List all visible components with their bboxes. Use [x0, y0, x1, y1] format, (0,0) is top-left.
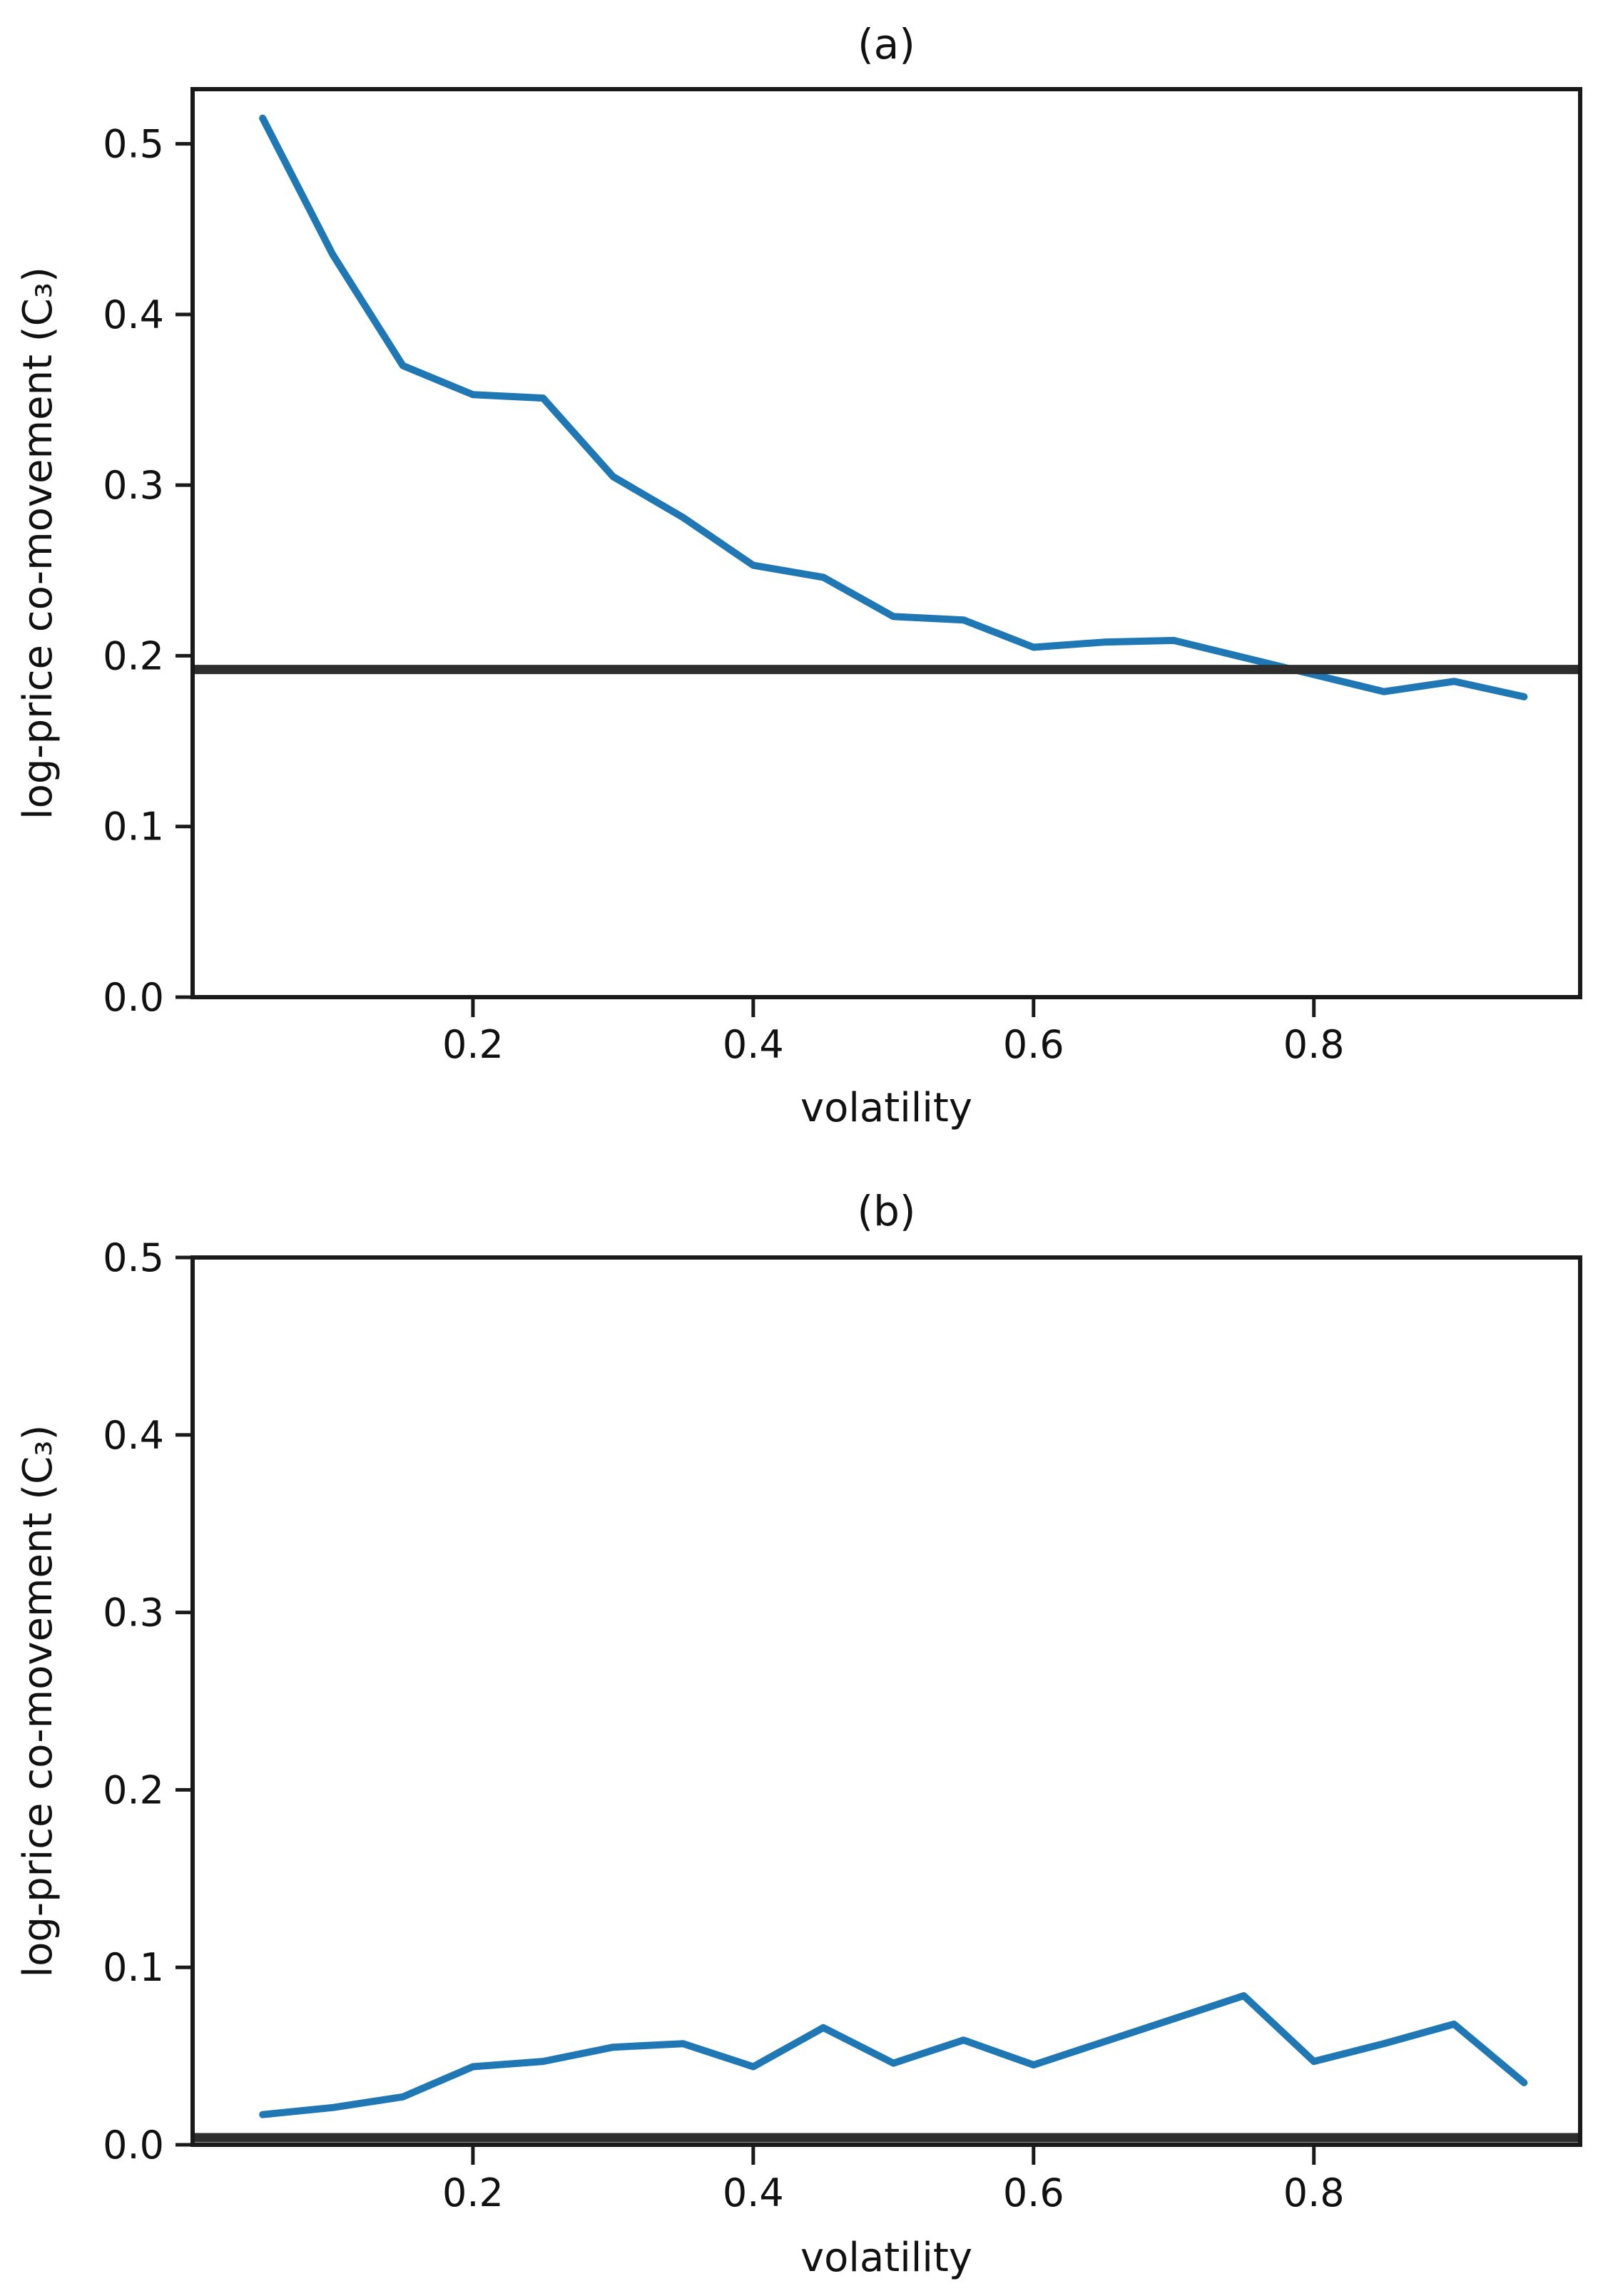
panel-title-a: (a) — [857, 20, 915, 68]
x-tick-label-a: 0.6 — [1003, 1022, 1064, 1067]
chart-panel-b: 0.0 0.1 0.2 0.3 0.4 0.5 0.2 0.4 0.6 0.8 (b) volatil… — [15, 1187, 1582, 2281]
x-tick-label-a: 0.2 — [442, 1022, 504, 1067]
x-axis-label-b: volatility — [800, 2235, 972, 2281]
y-tick-label-b: 0.1 — [103, 1945, 164, 1990]
panel-title-b: (b) — [857, 1187, 915, 1235]
y-tick-label-b: 0.5 — [103, 1235, 164, 1280]
x-tick-label-b: 0.2 — [442, 2170, 504, 2215]
y-tick-label-a: 0.1 — [103, 805, 164, 849]
x-tick-label-b: 0.6 — [1003, 2170, 1064, 2215]
x-axis-label-a: volatility — [800, 1085, 972, 1131]
y-tick-label-a: 0.4 — [103, 292, 164, 337]
y-tick-label-b: 0.2 — [103, 1767, 164, 1812]
y-tick-label-b: 0.3 — [103, 1591, 164, 1636]
x-tick-label-a: 0.4 — [723, 1022, 784, 1067]
y-tick-label-a: 0.5 — [103, 122, 164, 167]
y-tick-label-a: 0.3 — [103, 463, 164, 508]
chart-panel-a: 0.0 0.1 0.2 0.3 0.4 0.5 0.2 0.4 0.6 0.8 (a) volatil… — [15, 20, 1582, 1131]
x-tick-label-a: 0.8 — [1283, 1022, 1345, 1067]
x-tick-label-b: 0.8 — [1283, 2170, 1345, 2215]
y-tick-label-b: 0.0 — [103, 2123, 164, 2168]
series-line-a — [259, 114, 1528, 700]
plot-spines-a — [190, 87, 1582, 999]
y-tick-label-a: 0.0 — [103, 975, 164, 1020]
plot-area-b — [193, 1257, 1580, 2145]
y-axis-label-a: log-price co-movement (C₃) — [15, 267, 61, 820]
y-tick-label-a: 0.2 — [103, 633, 164, 678]
plot-spines-b — [190, 1255, 1582, 2147]
x-tick-label-b: 0.4 — [723, 2170, 784, 2215]
y-axis-label-b: log-price co-movement (C₃) — [15, 1425, 61, 1978]
y-tick-label-b: 0.4 — [103, 1413, 164, 1458]
series-line-b — [259, 1992, 1528, 2118]
plot-area-a — [193, 89, 1580, 997]
